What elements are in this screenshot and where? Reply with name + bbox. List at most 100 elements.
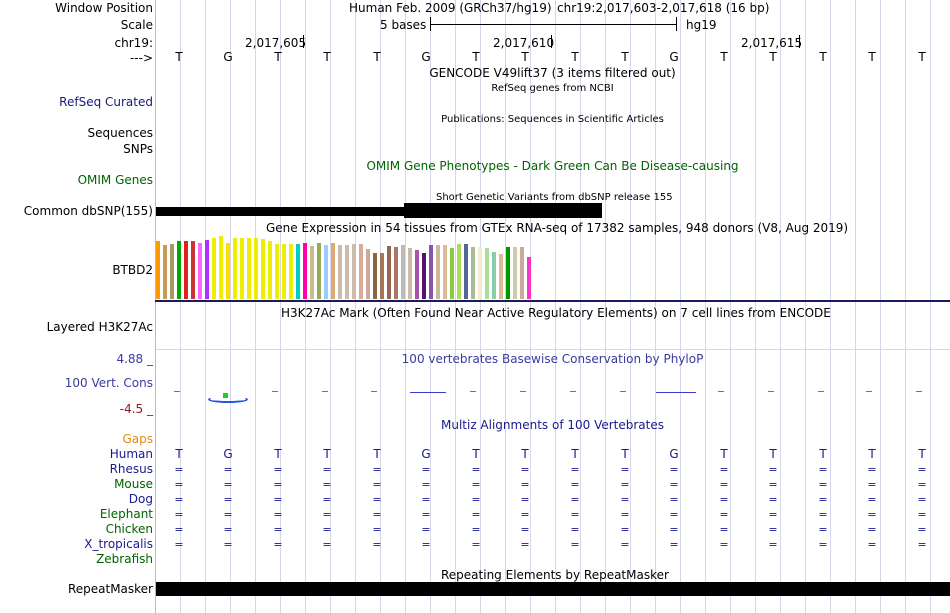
gtex-tissue-bar[interactable] (247, 238, 251, 299)
alignment-identity: = (322, 508, 332, 521)
human-base: G (421, 447, 431, 461)
species-label-x-tropicalis[interactable]: X_tropicalis (84, 537, 153, 551)
species-label-zebrafish[interactable]: Zebrafish (96, 552, 153, 566)
gtex-tissue-bar[interactable] (338, 245, 342, 299)
gtex-tissue-bar[interactable] (282, 244, 286, 299)
gtex-tissue-bar[interactable] (177, 241, 181, 299)
gtex-tissue-bar[interactable] (450, 248, 454, 299)
grid-line (255, 0, 256, 613)
gencode-track-title[interactable]: GENCODE V49lift37 (3 items filtered out) (429, 66, 676, 80)
gtex-tissue-bar[interactable] (366, 249, 370, 299)
gtex-tissue-bar[interactable] (261, 239, 265, 299)
gtex-tissue-bar[interactable] (464, 244, 468, 299)
gtex-tissue-bar[interactable] (527, 257, 531, 299)
grid-line (430, 0, 431, 613)
gtex-tissue-bar[interactable] (436, 245, 440, 299)
gtex-tissue-bar[interactable] (506, 247, 510, 299)
publications-track-title[interactable]: Publications: Sequences in Scientific Ar… (441, 114, 664, 125)
gtex-tissue-bar[interactable] (219, 236, 223, 299)
gtex-tissue-bar[interactable] (513, 247, 517, 299)
gtex-tissue-bar[interactable] (240, 238, 244, 299)
gtex-gene-label[interactable]: BTBD2 (112, 263, 153, 277)
h3k27ac-label[interactable]: Layered H3K27Ac (46, 320, 153, 334)
gtex-tissue-bar[interactable] (233, 238, 237, 299)
gtex-tissue-bar[interactable] (170, 244, 174, 299)
gtex-tissue-bar[interactable] (429, 245, 433, 299)
alignment-identity: = (421, 538, 431, 551)
gtex-tissue-bar[interactable] (471, 247, 475, 299)
gtex-tissue-bar[interactable] (191, 241, 195, 299)
refseq-track-title[interactable]: RefSeq genes from NCBI (491, 83, 614, 94)
snps-label[interactable]: SNPs (123, 142, 153, 156)
cons-track-title[interactable]: 100 vertebrates Basewise Conservation by… (401, 352, 704, 366)
dbsnp-track-title[interactable]: Short Genetic Variants from dbSNP releas… (436, 192, 673, 203)
gtex-tissue-bar[interactable] (303, 243, 307, 299)
gtex-tissue-bar[interactable] (485, 248, 489, 299)
omim-label[interactable]: OMIM Genes (77, 173, 153, 187)
gtex-tissue-bar[interactable] (156, 241, 160, 299)
base: T (918, 50, 926, 64)
gtex-tissue-bar[interactable] (478, 247, 482, 299)
gtex-tissue-bar[interactable] (331, 243, 335, 299)
gtex-tissue-bar[interactable] (520, 247, 524, 299)
gtex-tissue-bar[interactable] (359, 244, 363, 299)
gaps-label: Gaps (122, 432, 153, 446)
h3k27ac-track-title[interactable]: H3K27Ac Mark (Often Found Near Active Re… (281, 306, 831, 320)
grid-line (555, 0, 556, 613)
position-text[interactable]: chr19:2,017,603-2,017,618 (16 bp) (557, 1, 770, 15)
cons-label[interactable]: 100 Vert. Cons (64, 376, 153, 390)
species-label-dog[interactable]: Dog (128, 492, 153, 506)
gtex-tissue-bar[interactable] (212, 238, 216, 299)
sequences-label[interactable]: Sequences (87, 126, 153, 140)
species-label-rhesus[interactable]: Rhesus (109, 462, 153, 476)
base: G (421, 50, 431, 64)
gtex-tissue-bar[interactable] (198, 243, 202, 299)
gtex-tissue-bar[interactable] (275, 244, 279, 299)
dbsnp-label[interactable]: Common dbSNP(155) (23, 204, 153, 218)
gtex-tissue-bar[interactable] (492, 252, 496, 299)
gtex-tissue-bar[interactable] (373, 253, 377, 299)
gtex-tissue-bar[interactable] (205, 240, 209, 299)
repeatmasker-track-title[interactable]: Repeating Elements by RepeatMasker (441, 568, 669, 582)
alignment-identity: = (867, 508, 877, 521)
species-label-elephant[interactable]: Elephant (99, 507, 153, 521)
dbsnp-feature[interactable] (156, 207, 602, 216)
gtex-tissue-bar[interactable] (408, 248, 412, 299)
gtex-tissue-bar[interactable] (163, 245, 167, 299)
alignment-identity: = (719, 508, 729, 521)
gtex-tissue-bar[interactable] (296, 244, 300, 299)
human-base: T (472, 447, 480, 461)
species-label-human[interactable]: Human (109, 447, 153, 461)
gtex-tissue-bar[interactable] (387, 246, 391, 299)
omim-track-title[interactable]: OMIM Gene Phenotypes - Dark Green Can Be… (366, 159, 739, 173)
refseq-label[interactable]: RefSeq Curated (59, 95, 153, 109)
gtex-tissue-bar[interactable] (184, 241, 188, 299)
gtex-tissue-bar[interactable] (457, 244, 461, 299)
gtex-tissue-bar[interactable] (380, 253, 384, 299)
species-label-chicken[interactable]: Chicken (105, 522, 153, 536)
multiz-track-title[interactable]: Multiz Alignments of 100 Vertebrates (440, 418, 665, 432)
species-label-mouse[interactable]: Mouse (114, 477, 153, 491)
gtex-tissue-bar[interactable] (352, 244, 356, 299)
gtex-tissue-bar[interactable] (443, 245, 447, 299)
gtex-tissue-bar[interactable] (317, 243, 321, 299)
gtex-track-title[interactable]: Gene Expression in 54 tissues from GTEx … (266, 221, 849, 235)
repeatmasker-label[interactable]: RepeatMasker (67, 582, 153, 596)
gtex-tissue-bar[interactable] (289, 244, 293, 299)
cons-mark (371, 391, 377, 392)
gtex-tissue-bar[interactable] (394, 247, 398, 299)
gtex-tissue-bar[interactable] (499, 254, 503, 299)
dbsnp-feature[interactable] (404, 203, 602, 218)
gtex-tissue-bar[interactable] (324, 245, 328, 299)
gtex-tissue-bar[interactable] (422, 253, 426, 299)
alignment-identity: = (719, 523, 729, 536)
gtex-bar-chart[interactable] (156, 235, 536, 299)
gtex-tissue-bar[interactable] (254, 238, 258, 299)
repeatmasker-feature[interactable] (156, 582, 950, 596)
gtex-tissue-bar[interactable] (345, 245, 349, 299)
gtex-tissue-bar[interactable] (268, 241, 272, 299)
gtex-tissue-bar[interactable] (226, 243, 230, 299)
gtex-tissue-bar[interactable] (310, 246, 314, 299)
gtex-tissue-bar[interactable] (401, 245, 405, 299)
gtex-tissue-bar[interactable] (415, 250, 419, 299)
